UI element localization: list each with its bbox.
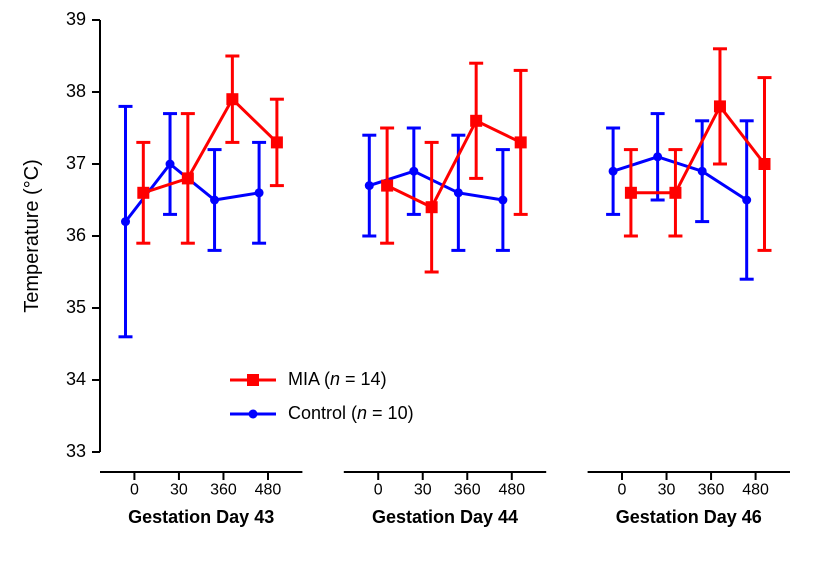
temperature-chart: 33 34 35 36 37 38 39 Temperature (°C) 0 30 360 480 G… xyxy=(0,0,826,567)
x-group-label: Gestation Day 44 xyxy=(372,507,518,527)
x-tick-label: 480 xyxy=(742,481,769,498)
x-tick-label: 360 xyxy=(698,481,725,498)
svg-text:33: 33 xyxy=(66,441,86,461)
x-tick-label: 0 xyxy=(618,481,627,498)
y-axis-label: Temperature (°C) xyxy=(21,159,43,313)
x-tick-label: 360 xyxy=(210,481,237,498)
x-group-label: Gestation Day 46 xyxy=(616,507,762,527)
x-tick-label: 360 xyxy=(454,481,481,498)
chart-svg: 33 34 35 36 37 38 39 Temperature (°C) 0 30 360 480 G… xyxy=(0,0,826,567)
x-tick-label: 30 xyxy=(170,481,188,498)
x-tick-label: 30 xyxy=(658,481,676,498)
x-tick-label: 0 xyxy=(374,481,383,498)
svg-text:35: 35 xyxy=(66,297,86,317)
svg-text:39: 39 xyxy=(66,9,86,29)
svg-text:36: 36 xyxy=(66,225,86,245)
x-tick-label: 30 xyxy=(414,481,432,498)
svg-text:37: 37 xyxy=(66,153,86,173)
legend-label-control: Control (n = 10) xyxy=(288,403,414,423)
svg-text:34: 34 xyxy=(66,369,86,389)
svg-text:38: 38 xyxy=(66,81,86,101)
x-tick-label: 480 xyxy=(255,481,282,498)
x-tick-label: 0 xyxy=(130,481,139,498)
x-group-label: Gestation Day 43 xyxy=(128,507,274,527)
x-tick-label: 480 xyxy=(498,481,525,498)
legend-label-mia: MIA (n = 14) xyxy=(288,369,387,389)
